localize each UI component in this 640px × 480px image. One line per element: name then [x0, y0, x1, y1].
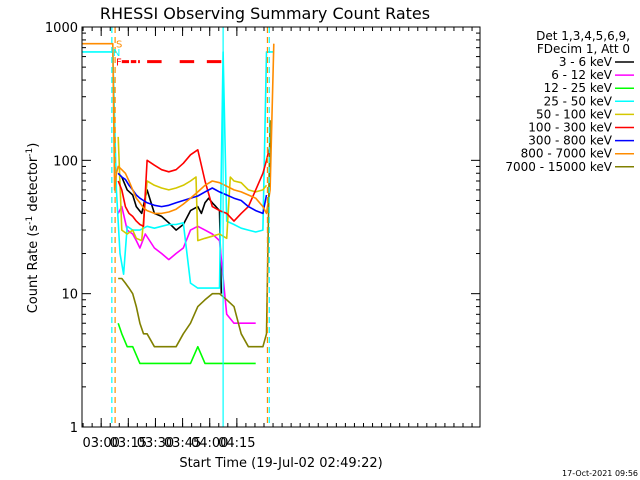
legend-label-100-300-kev: 100 - 300 keV — [528, 121, 612, 135]
series-line-50-100-kev — [117, 136, 268, 242]
x-tick-label: 03:45 — [164, 436, 201, 451]
flag-label-n: N — [113, 48, 120, 59]
flag-label-s: S — [116, 40, 122, 51]
plot-frame — [81, 26, 481, 428]
chart-title: RHESSI Observing Summary Count Rates — [100, 4, 430, 23]
legend-header-line-2: FDecim 1, Att 0 — [537, 42, 630, 56]
legend-header-line-1: Det 1,3,4,5,6,9, — [536, 29, 630, 43]
y-tick-label: 1 — [70, 421, 78, 436]
y-axis-label-mid: detector — [26, 156, 41, 216]
flags-group: SFN — [113, 40, 222, 69]
x-tick-label: 04:15 — [218, 436, 255, 451]
x-tick-label: 03:00 — [82, 436, 119, 451]
legend-label-800-7000-kev: 800 - 7000 keV — [521, 147, 613, 161]
series-line-7000-15000-kev — [118, 120, 271, 348]
y-axis-label: Count Rate (s-1 detector-1) — [25, 143, 41, 314]
legend: Det 1,3,4,5,6,9, FDecim 1, Att 0 3 - 6 k… — [505, 29, 634, 174]
y-tick-label: 100 — [53, 154, 78, 169]
x-tick-label: 03:30 — [137, 436, 174, 451]
y-axis-label-sup2: -1 — [25, 148, 35, 157]
series-line-6-12-kev — [117, 205, 256, 325]
y-axis-label-sup1: -1 — [25, 216, 35, 225]
series-line-25-50-kev — [82, 51, 274, 289]
legend-label-25-50-kev: 25 - 50 keV — [544, 94, 613, 108]
x-tick-label: 04:00 — [191, 436, 228, 451]
legend-label-12-25-kev: 12 - 25 keV — [544, 81, 613, 95]
legend-label-3-6-kev: 3 - 6 keV — [559, 55, 613, 69]
series-line-100-300-kev — [117, 144, 271, 228]
y-tick-label: 10 — [61, 288, 78, 303]
x-tick-label: 03:15 — [110, 436, 147, 451]
y-tick-label: 1000 — [45, 21, 78, 36]
legend-label-7000-15000-kev: 7000 - 15000 keV — [505, 160, 612, 174]
y-axis-label-end: ) — [26, 143, 41, 148]
flag-label-f: F — [116, 58, 122, 69]
y-axis-ticks: 1 10 100 1000 — [45, 21, 480, 436]
x-axis-label: Start Time (19-Jul-02 02:49:22) — [179, 456, 382, 471]
series-line-12-25-kev — [117, 322, 256, 365]
legend-label-300-800-kev: 300 - 800 keV — [528, 134, 612, 148]
legend-label-50-100-kev: 50 - 100 keV — [536, 107, 613, 121]
y-axis-label-main: Count Rate (s — [26, 225, 41, 314]
legend-label-6-12-kev: 6 - 12 keV — [551, 68, 613, 82]
timestamp: 17-Oct-2021 09:56 — [562, 469, 638, 478]
event-lines-group — [111, 27, 270, 427]
data-series-group — [82, 42, 275, 365]
series-line-800-7000-kev — [82, 42, 275, 215]
